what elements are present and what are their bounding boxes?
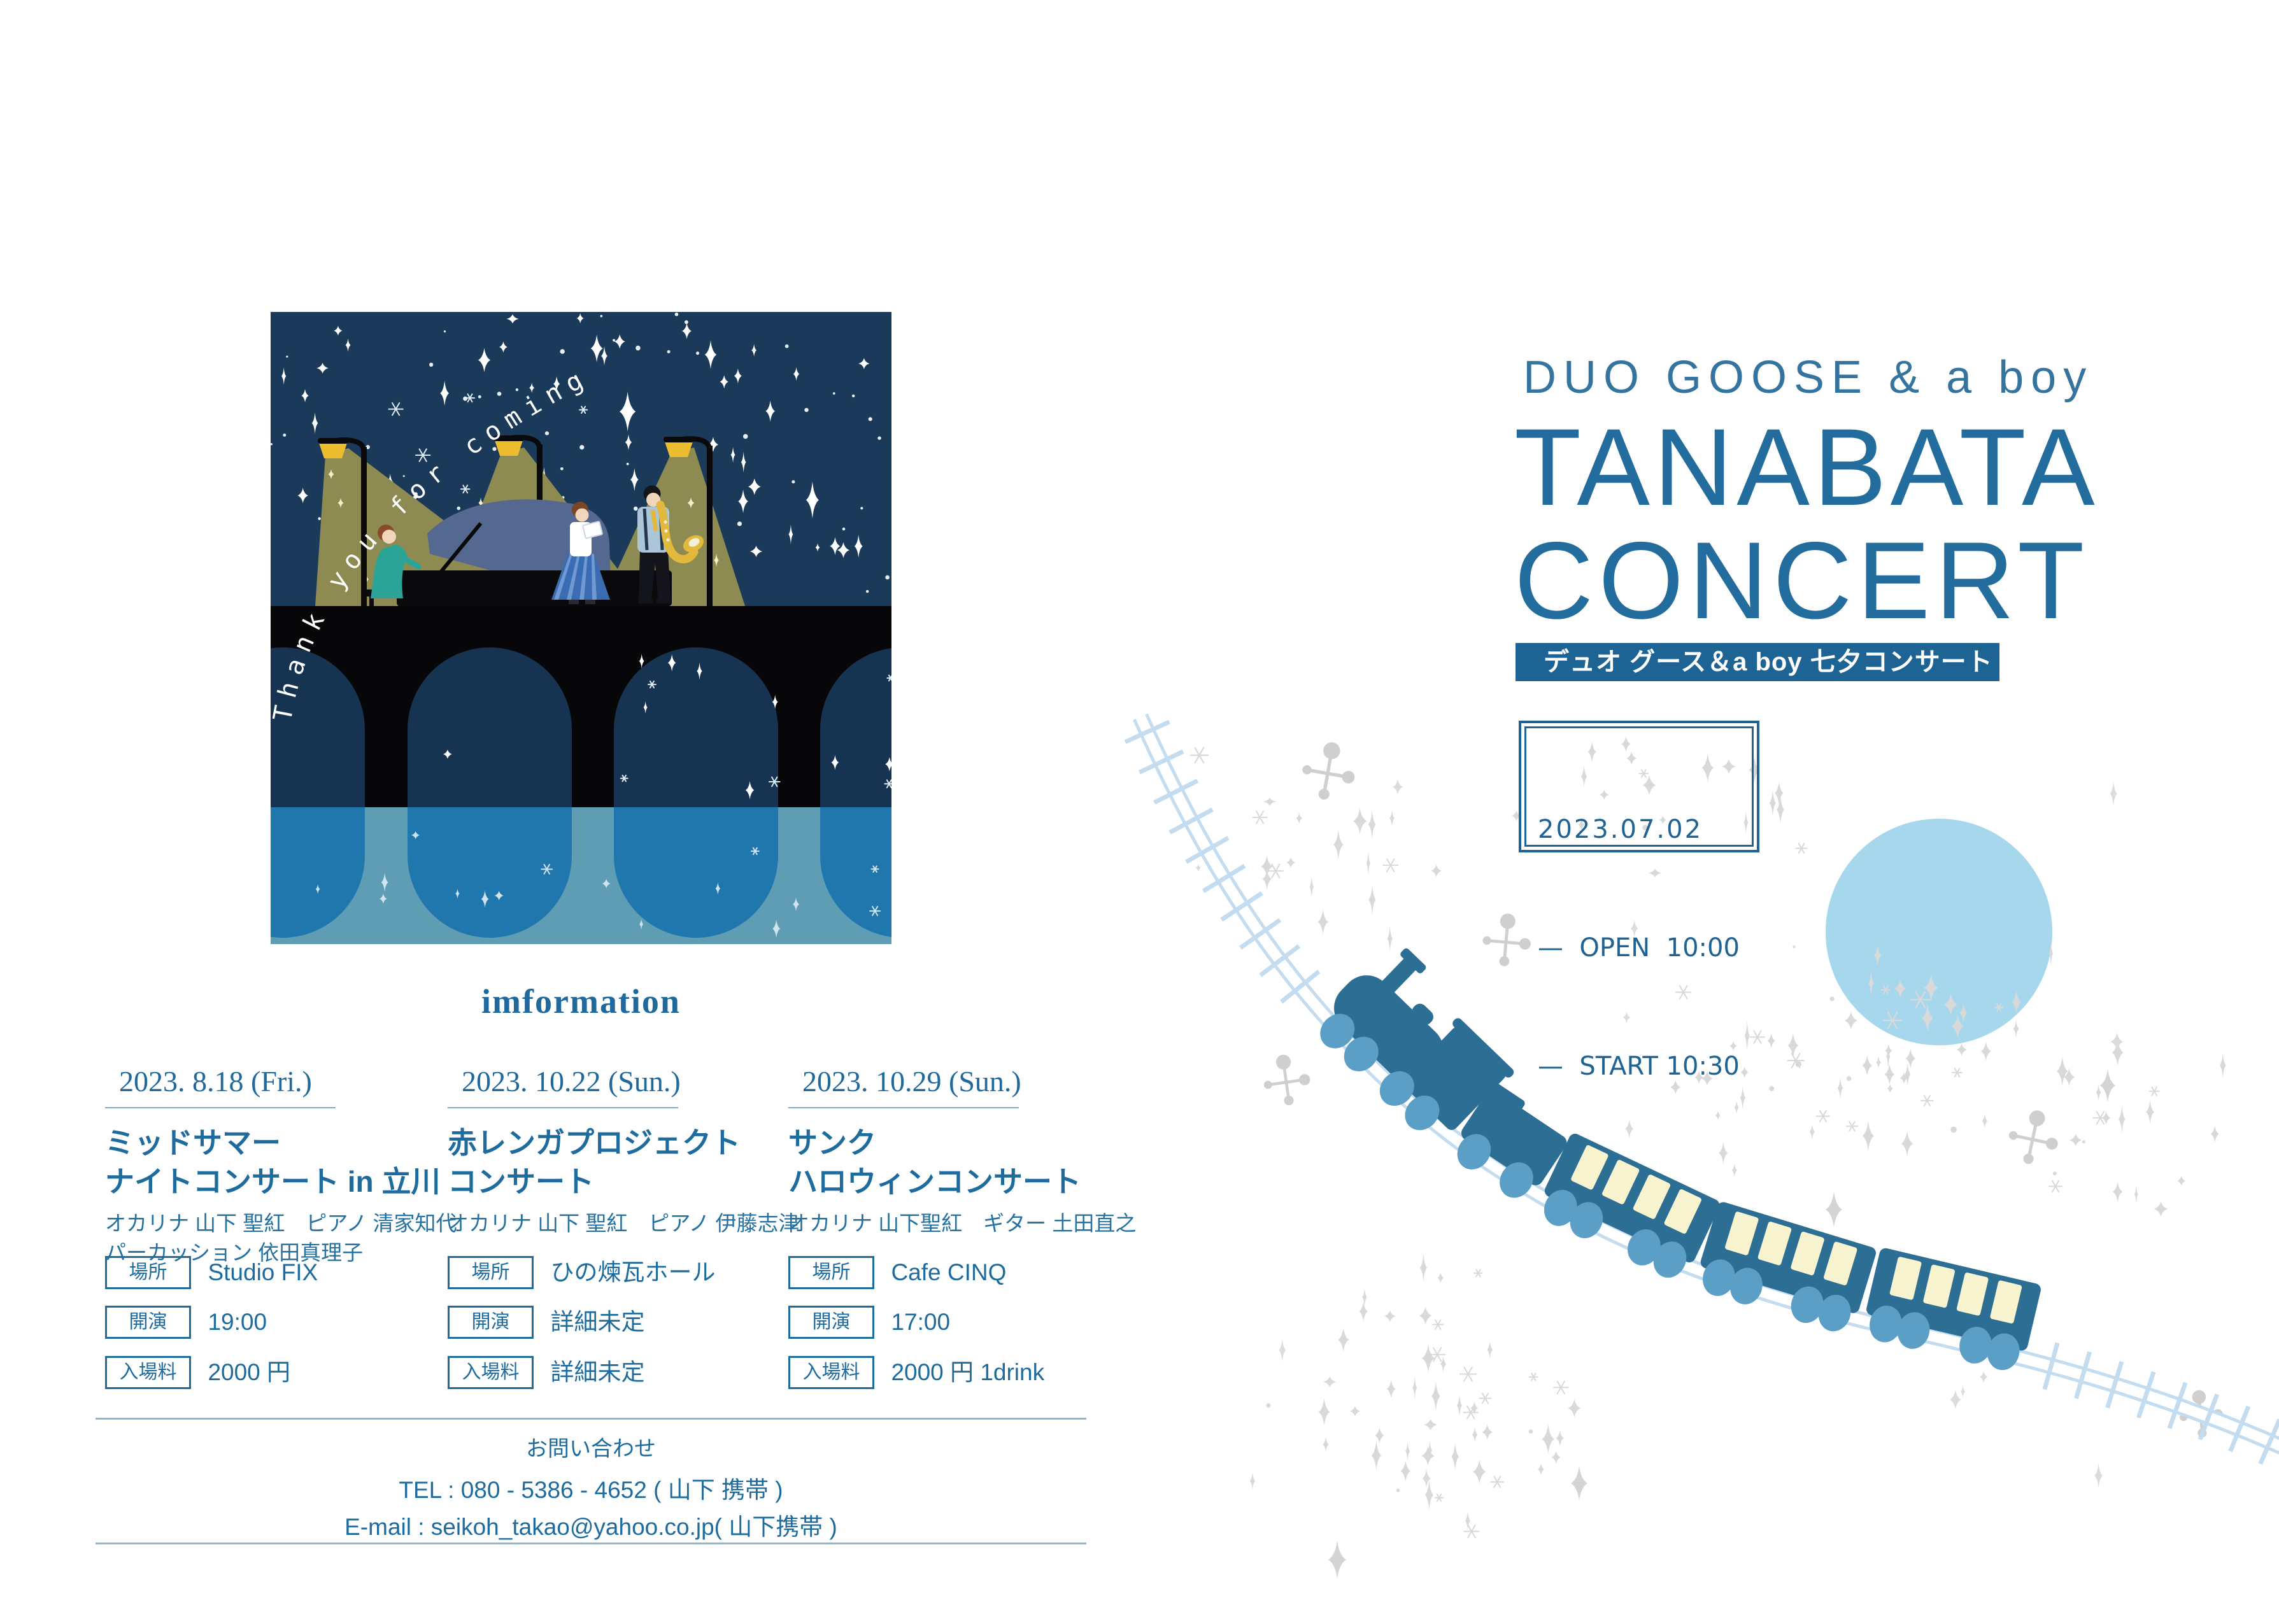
venue-label: 場所 xyxy=(788,1256,874,1289)
schedule-text: 2023.07.02 — OPEN 10:00 — START 10:30 xyxy=(1538,731,1740,1165)
event-fee-row: 入場料 詳細未定 xyxy=(448,1356,644,1389)
singer xyxy=(551,502,610,604)
start-time: — START 10:30 xyxy=(1538,1052,1740,1081)
atom-sparkle-icons xyxy=(1263,742,2223,1437)
poster-title-line2: CONCERT xyxy=(1514,519,2090,642)
train-car xyxy=(1544,1133,1720,1278)
event-start-row: 開演 17:00 xyxy=(788,1306,950,1339)
event-venue-row: 場所 Cafe CINQ xyxy=(788,1256,1006,1289)
event-title: 赤レンガプロジェクト コンサート xyxy=(448,1126,741,1198)
event-title: ミッドサマー ナイトコンサート in 立川 xyxy=(105,1126,441,1198)
water-stars xyxy=(315,831,881,938)
street-lamp-icon xyxy=(318,437,367,606)
train-car xyxy=(1700,1202,1876,1332)
contact-heading: お問い合わせ xyxy=(526,1437,656,1461)
venue-value: Cafe CINQ xyxy=(891,1259,1007,1285)
event-fee-row: 入場料 2000 円 xyxy=(105,1356,290,1389)
event-start-row: 開演 詳細未定 xyxy=(448,1306,644,1339)
saxophonist xyxy=(637,485,704,604)
water xyxy=(271,807,891,944)
subtitle-band: デュオ グース＆a boy 七夕コンサート xyxy=(1516,643,1999,681)
train-illustration xyxy=(1320,948,2041,1371)
fee-label: 入場料 xyxy=(788,1356,874,1389)
event-column-1: 2023. 8.18 (Fri.) ミッドサマー ナイトコンサート in 立川 … xyxy=(105,1064,457,1427)
information-heading: imformation xyxy=(481,982,681,1020)
poster-title-line1: TANABATA xyxy=(1514,406,2099,528)
bridge-deck xyxy=(271,606,891,647)
schedule-box-inner-border xyxy=(1524,726,1754,847)
bridge-piers xyxy=(271,647,891,807)
fee-label: 入場料 xyxy=(448,1356,534,1389)
start-value: 詳細未定 xyxy=(550,1309,645,1335)
start-label: 開演 xyxy=(788,1306,874,1339)
event-venue-row: 場所 ひの煉瓦ホール xyxy=(448,1256,715,1289)
moon xyxy=(1826,819,2052,1045)
event-start-row: 開演 19:00 xyxy=(105,1306,267,1339)
event-title: サンク ハロウィンコンサート xyxy=(788,1126,1081,1198)
bridge-night-illustration: Thank you for coming xyxy=(271,312,891,944)
event-performers: オカリナ 山下聖紅 ギター 土田直之 xyxy=(788,1211,1137,1235)
open-time: — OPEN 10:00 xyxy=(1538,933,1740,963)
event-date: 2023. 8.18 (Fri.) xyxy=(105,1064,336,1108)
event-fee-row: 入場料 2000 円 1drink xyxy=(788,1356,1044,1389)
bridge-arches xyxy=(271,647,891,807)
event-date: 2023. 10.22 (Sun.) xyxy=(448,1064,681,1108)
venue-label: 場所 xyxy=(105,1256,191,1289)
venue-label: 場所 xyxy=(448,1256,534,1289)
event-venue-row: 場所 Studio FIX xyxy=(105,1256,318,1289)
event-performers: オカリナ 山下 聖紅 ピアノ 伊藤志津 xyxy=(448,1211,800,1235)
fee-label: 入場料 xyxy=(105,1356,191,1389)
start-value: 17:00 xyxy=(891,1309,951,1335)
artist-name: DUO GOOSE & a boy xyxy=(1523,352,2094,403)
event-date: 2023. 10.29 (Sun.) xyxy=(788,1064,1021,1108)
arch-stars xyxy=(443,654,891,800)
venue-value: ひの煉瓦ホール xyxy=(550,1259,716,1285)
train-car xyxy=(1866,1248,2041,1371)
schedule-box: 2023.07.02 — OPEN 10:00 — START 10:30 xyxy=(1519,721,1759,1081)
fee-value: 2000 円 xyxy=(208,1359,291,1385)
event-column-2: 2023. 10.22 (Sun.) 赤レンガプロジェクト コンサート オカリナ… xyxy=(448,1064,800,1427)
gray-sparkles xyxy=(1189,736,2226,1579)
fee-value: 詳細未定 xyxy=(550,1359,645,1385)
contact-phone: TEL : 080 - 5386 - 4652 ( 山下 携帯 ) xyxy=(399,1477,783,1503)
water-reflections xyxy=(271,807,891,938)
start-label: 開演 xyxy=(448,1306,534,1339)
train-car xyxy=(1457,1082,1567,1198)
contact-divider-bottom xyxy=(96,1543,1086,1544)
event-performers: オカリナ 山下 聖紅 ピアノ 清家知代 パーカッション 依田真理子 xyxy=(105,1211,457,1264)
venue-value: Studio FIX xyxy=(208,1259,318,1285)
event-main-date: 2023.07.02 xyxy=(1538,815,1703,844)
start-label: 開演 xyxy=(105,1306,191,1339)
railway-ties xyxy=(1124,719,2279,1465)
pianist xyxy=(366,525,422,606)
train-car xyxy=(1320,948,1514,1131)
fee-value: 2000 円 1drink xyxy=(891,1359,1045,1385)
contact-divider-top xyxy=(96,1418,1086,1420)
start-value: 19:00 xyxy=(208,1309,267,1335)
contact-email: E-mail : seikoh_takao@yahoo.co.jp( 山下携帯 … xyxy=(344,1514,837,1540)
street-lamp-icon xyxy=(664,436,713,606)
event-column-3: 2023. 10.29 (Sun.) サンク ハロウィンコンサート オカリナ 山… xyxy=(788,1064,1137,1427)
